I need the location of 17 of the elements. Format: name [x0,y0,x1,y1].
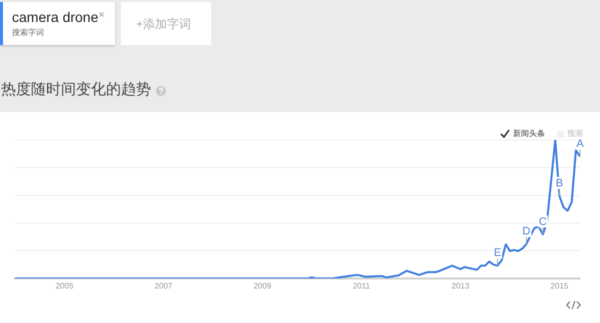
annotation: E [494,247,502,260]
x-tick-label: 2011 [352,281,371,290]
annotation: D [522,226,530,238]
x-tick-label: 2013 [452,281,470,290]
chart-title: 热度随时间变化的趋势 [1,80,151,99]
x-tick-label: 2005 [56,281,74,290]
text: 新闻头条 [513,128,545,139]
text: 预测 [567,128,583,139]
text: camera drone [12,9,98,25]
text: 搜索字词 [12,27,44,38]
x-tick-label: 2007 [154,281,173,290]
annotation: A [576,138,584,150]
x-tick-label: 2009 [254,281,272,290]
annotation: C [538,216,547,228]
annotation: B [556,177,564,190]
x-tick-label: 2015 [550,281,569,290]
text: +添加字词 [136,16,192,33]
